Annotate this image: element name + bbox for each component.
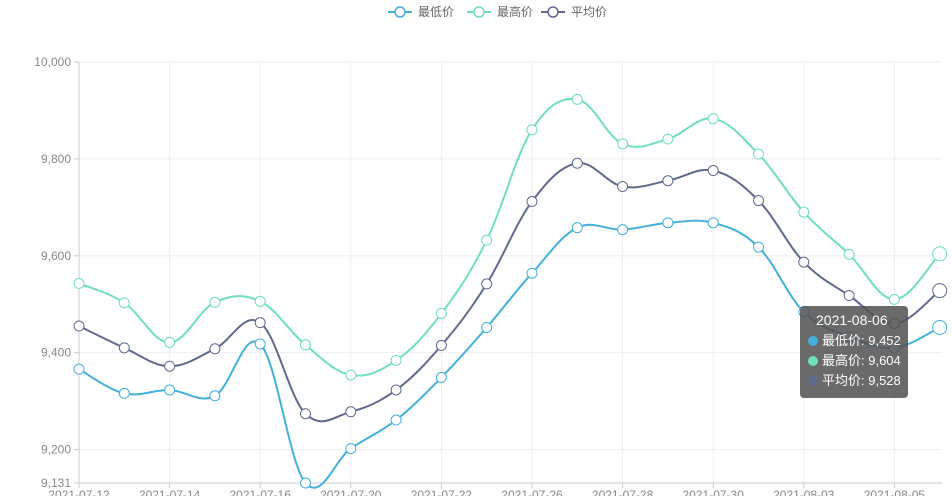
data-point-high[interactable]: [481, 234, 493, 246]
legend-label-high[interactable]: 最高价: [497, 4, 533, 19]
data-point-low[interactable]: [73, 363, 85, 375]
x-tick-label: 2021-07-20: [320, 488, 382, 496]
tooltip-low-label: 最低价: 9,452: [822, 333, 901, 348]
data-point-avg[interactable]: [435, 339, 447, 351]
data-point-high[interactable]: [435, 307, 447, 319]
data-point-low[interactable]: [300, 477, 311, 489]
data-point-avg[interactable]: [481, 278, 493, 290]
tooltip-dot-avg: [808, 376, 818, 386]
tooltip-row-low: 最低价: 9,452: [808, 331, 901, 351]
data-point-avg[interactable]: [798, 256, 810, 268]
data-point-low[interactable]: [707, 217, 719, 229]
x-tick-label: 2021-07-28: [592, 488, 654, 496]
data-point-avg[interactable]: [209, 343, 221, 355]
x-tick-label: 2021-07-14: [139, 488, 201, 496]
data-point-high[interactable]: [390, 354, 402, 366]
legend-label-avg[interactable]: 平均价: [571, 5, 607, 19]
data-point-high[interactable]: [300, 339, 311, 351]
legend-marker-high[interactable]: [473, 6, 485, 18]
data-point-high[interactable]: [707, 113, 719, 125]
data-point-low[interactable]: [617, 224, 629, 236]
data-point-high[interactable]: [254, 295, 266, 307]
x-tick-label: 2021-07-16: [230, 488, 292, 496]
data-point-low[interactable]: [662, 217, 674, 229]
y-tick-label: 9,800: [41, 152, 71, 166]
y-tick-label: 9,131: [41, 476, 71, 490]
data-point-low[interactable]: [753, 241, 764, 253]
data-point-low[interactable]: [526, 267, 538, 279]
data-point-low[interactable]: [481, 321, 493, 333]
y-tick-label: 10,000: [34, 55, 71, 69]
data-point-high[interactable]: [753, 148, 764, 160]
grid-lines: [79, 61, 942, 483]
data-point-low[interactable]: [390, 414, 402, 426]
data-point-avg[interactable]: [254, 317, 266, 329]
data-point-avg[interactable]: [843, 290, 855, 302]
data-point-high[interactable]: [164, 337, 176, 349]
data-point-avg[interactable]: [662, 175, 674, 187]
data-point-low[interactable]: [932, 319, 948, 335]
x-tick-label: 2021-07-30: [683, 488, 745, 496]
tooltip-high-label: 最高价: 9,604: [822, 353, 901, 368]
data-point-low[interactable]: [118, 387, 130, 399]
tooltip-avg-label: 平均价: 9,528: [822, 373, 901, 388]
data-point-high[interactable]: [73, 277, 85, 289]
tooltip-row-high: 最高价: 9,604: [808, 351, 901, 371]
data-point-low[interactable]: [435, 371, 447, 383]
tooltip: 2021-08-06 最低价: 9,452 最高价: 9,604 平均价: 9,…: [800, 306, 908, 398]
data-point-avg[interactable]: [390, 384, 402, 396]
data-point-high[interactable]: [209, 296, 221, 308]
data-point-high[interactable]: [798, 206, 810, 218]
y-tick-label: 9,200: [41, 443, 71, 457]
x-tick-label: 2021-07-22: [411, 488, 473, 496]
data-point-avg[interactable]: [617, 181, 629, 193]
tooltip-row-avg: 平均价: 9,528: [808, 371, 901, 391]
data-point-high[interactable]: [571, 93, 583, 105]
data-point-low[interactable]: [254, 338, 266, 350]
data-point-avg[interactable]: [164, 360, 176, 372]
data-point-avg[interactable]: [300, 408, 311, 420]
legend-label-low[interactable]: 最低价: [418, 5, 454, 19]
x-tick-label: 2021-07-12: [48, 488, 110, 496]
tooltip-dot-high: [808, 356, 818, 366]
axes: 9,131 9,200 9,400 9,600 9,800 10,000 2021-07-1…: [34, 55, 942, 496]
data-point-avg[interactable]: [345, 406, 357, 418]
series-line-avg: [78, 162, 941, 423]
data-point-high[interactable]: [662, 133, 674, 145]
data-point-high[interactable]: [526, 124, 538, 136]
data-point-high[interactable]: [932, 246, 948, 262]
data-point-low[interactable]: [345, 443, 357, 455]
x-tick-label: 2021-07-26: [501, 488, 563, 496]
legend[interactable]: 最低价 最高价 平均价: [388, 4, 607, 19]
data-point-avg[interactable]: [118, 342, 130, 354]
x-tick-label: 2021-08-05: [864, 488, 926, 496]
data-point-avg[interactable]: [707, 165, 719, 177]
legend-marker-low[interactable]: [394, 6, 406, 18]
series-lines: [73, 93, 948, 489]
x-tick-label: 2021-08-03: [773, 488, 835, 496]
legend-marker-avg[interactable]: [547, 6, 559, 18]
data-point-high[interactable]: [888, 293, 900, 305]
data-point-avg[interactable]: [571, 157, 583, 169]
data-point-avg[interactable]: [526, 196, 538, 208]
data-point-low[interactable]: [164, 384, 176, 396]
data-point-avg[interactable]: [932, 283, 948, 299]
y-tick-label: 9,600: [41, 249, 71, 263]
y-tick-label: 9,400: [41, 346, 71, 360]
data-point-high[interactable]: [843, 248, 855, 260]
data-point-avg[interactable]: [753, 195, 764, 207]
data-point-avg[interactable]: [73, 320, 85, 332]
data-point-high[interactable]: [617, 138, 629, 150]
data-point-high[interactable]: [345, 369, 357, 381]
data-point-high[interactable]: [118, 297, 130, 309]
tooltip-title: 2021-08-06: [816, 312, 888, 328]
tooltip-dot-low: [808, 336, 818, 346]
data-point-low[interactable]: [571, 222, 583, 234]
data-point-low[interactable]: [209, 390, 221, 402]
